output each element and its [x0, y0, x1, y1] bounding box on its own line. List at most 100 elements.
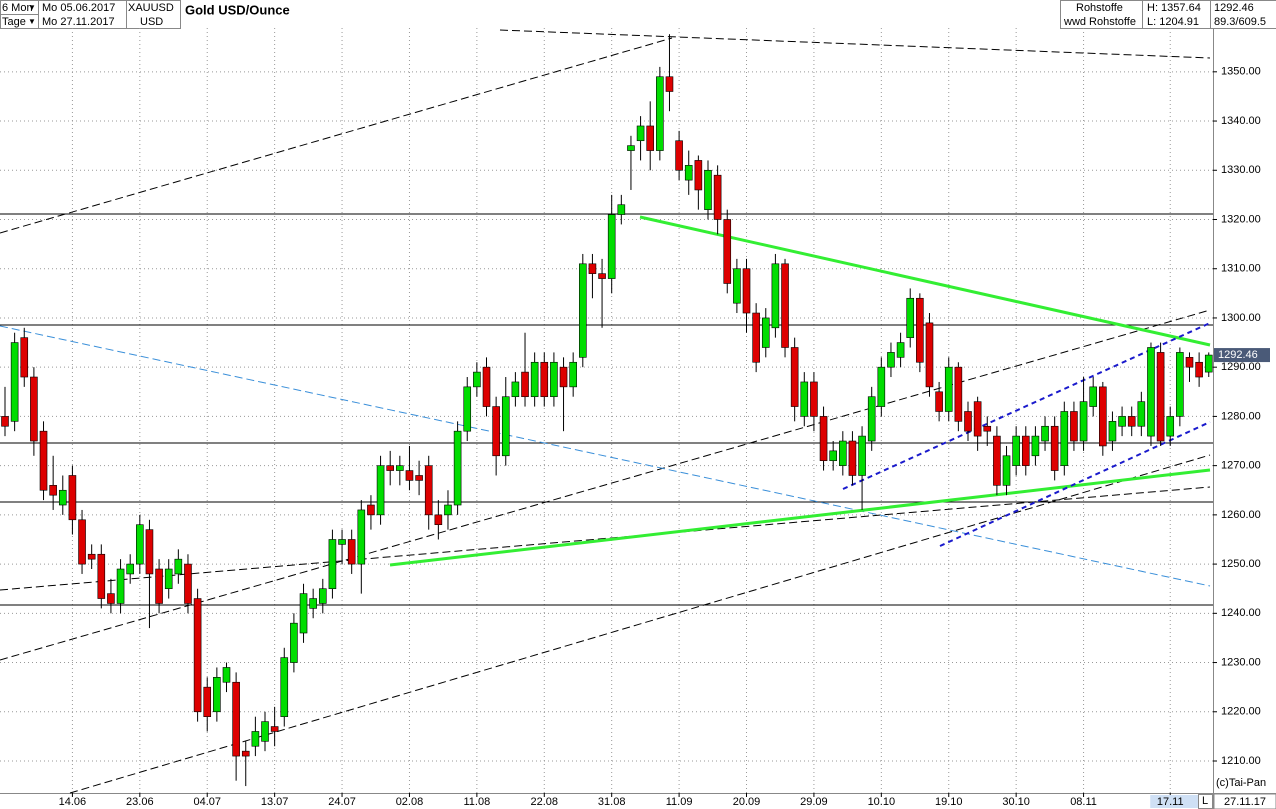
- candle-body: [1012, 435, 1020, 466]
- currency: USD: [140, 16, 163, 28]
- x-tick-label: 23.06: [126, 796, 154, 808]
- candle-body: [646, 125, 655, 151]
- trend-line: [0, 37, 673, 234]
- candle-body: [511, 381, 520, 398]
- trend-line: [0, 309, 1211, 661]
- group: Rohstoffe: [1076, 2, 1123, 14]
- candle-body: [78, 519, 86, 565]
- candle-body: [107, 593, 115, 604]
- candle-body: [993, 435, 1001, 486]
- candle-body: [906, 297, 915, 338]
- trend-line: [0, 486, 1211, 591]
- candle-body: [858, 435, 866, 476]
- x-tick-label: 27.11.17: [1224, 796, 1266, 808]
- candle-body: [684, 165, 693, 181]
- candle-body: [916, 297, 924, 363]
- trend-line: [639, 215, 1211, 347]
- candle-body: [174, 558, 183, 575]
- candle-body: [1099, 386, 1107, 447]
- candle-body: [482, 366, 491, 407]
- candle-body: [1204, 354, 1213, 373]
- candle-body: [925, 322, 934, 388]
- candle-body: [10, 342, 19, 422]
- y-tick-label: 1290.00: [1221, 361, 1261, 373]
- candle-body: [444, 504, 452, 516]
- candle-body: [617, 204, 626, 215]
- y-tick-label: 1270.00: [1221, 460, 1261, 472]
- candle-body: [1060, 411, 1069, 466]
- candle-body: [20, 337, 29, 378]
- candle-body: [290, 622, 298, 663]
- candles: [1, 34, 1213, 787]
- candle-body: [501, 396, 510, 457]
- candle-body: [1166, 416, 1175, 437]
- candle-body: [790, 347, 799, 407]
- x-tick-label: 19.10: [935, 796, 963, 808]
- candle-body: [944, 366, 953, 412]
- candle-body: [559, 366, 568, 388]
- candle-body: [270, 726, 279, 732]
- mode[interactable]: L: [1202, 795, 1208, 807]
- dropdown-arrow[interactable]: ▼: [28, 17, 36, 26]
- ratio: 89.3/609.5: [1214, 16, 1266, 28]
- candle-body: [299, 593, 308, 634]
- candle-body: [309, 598, 317, 609]
- candle-body: [376, 465, 385, 516]
- candle-body: [1147, 347, 1155, 437]
- candle-body: [964, 411, 972, 432]
- candle-body: [675, 140, 683, 171]
- candle-body: [877, 366, 886, 407]
- candle-body: [193, 598, 202, 713]
- candle-body: [280, 657, 289, 717]
- x-tick-label: 22.08: [531, 796, 559, 808]
- candle-body: [1021, 435, 1030, 466]
- x-tick-label: 30.10: [1002, 796, 1030, 808]
- candle-body: [800, 381, 809, 417]
- candle-body: [752, 312, 760, 363]
- candle-body: [588, 263, 597, 274]
- candle-body: [665, 76, 674, 92]
- x-label-highlight: [1150, 795, 1206, 808]
- channel-line: [939, 421, 1211, 547]
- x-tick-label: 20.09: [733, 796, 761, 808]
- candle-body: [357, 509, 366, 565]
- candle-body: [1050, 425, 1059, 471]
- y-tick-label: 1230.00: [1221, 656, 1261, 668]
- candle-body: [819, 416, 828, 462]
- y-tick-label: 1310.00: [1221, 263, 1261, 275]
- candle-body: [656, 76, 664, 151]
- x-tick-label: 17.11: [1157, 796, 1184, 808]
- candle-body: [1041, 425, 1049, 442]
- candle-body: [222, 667, 231, 683]
- candle-body: [318, 588, 327, 604]
- candle-body: [896, 342, 905, 358]
- candle-body: [1031, 435, 1040, 457]
- unit[interactable]: Tage: [2, 16, 26, 28]
- candle-body: [829, 450, 837, 462]
- trend-line: [69, 454, 1211, 794]
- hl-box: [1142, 0, 1211, 29]
- candle-body: [116, 568, 125, 604]
- candle-body: [704, 169, 712, 210]
- candle-body: [569, 361, 577, 388]
- candle-body: [607, 214, 616, 279]
- candle-body: [973, 401, 982, 437]
- group-box: [1060, 0, 1143, 29]
- candle-body: [550, 361, 558, 398]
- dropdown-arrow[interactable]: ▼: [28, 3, 36, 12]
- candle-body: [1127, 416, 1136, 427]
- period[interactable]: 6 Mon: [2, 2, 33, 14]
- candle-body: [578, 263, 587, 358]
- trend-line: [499, 29, 1211, 59]
- low-label: L: 1204.91: [1147, 16, 1199, 28]
- candle-body: [771, 263, 780, 329]
- y-tick-label: 1330.00: [1221, 164, 1261, 176]
- candle-body: [1089, 386, 1097, 407]
- y-tick-label: 1320.00: [1221, 213, 1261, 225]
- candle-body: [347, 539, 356, 565]
- candle-body: [723, 219, 732, 284]
- y-tick-label: 1340.00: [1221, 115, 1261, 127]
- candle-body: [396, 465, 404, 471]
